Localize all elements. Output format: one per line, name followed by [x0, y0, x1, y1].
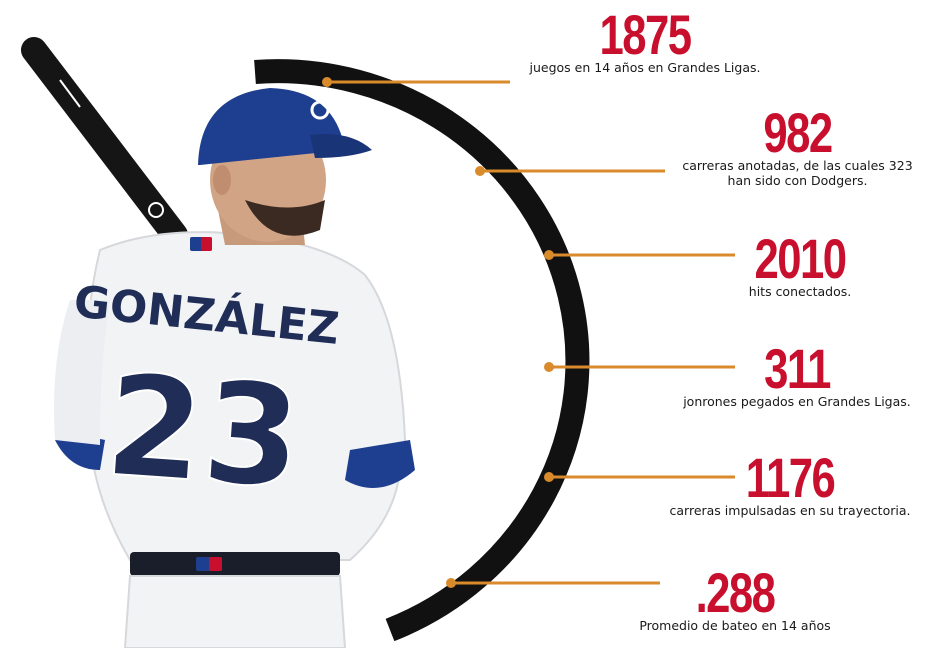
stat-homeruns: 311 jonrones pegados en Grandes Ligas. — [672, 337, 922, 410]
baseball-bat-icon — [21, 37, 192, 257]
stat-hits: 2010 hits conectados. — [720, 227, 880, 300]
stat-average: .288 Promedio de bateo en 14 años — [625, 561, 845, 634]
stat-description: jonrones pegados en Grandes Ligas. — [683, 394, 911, 409]
stat-description: carreras impulsadas en su trayectoria. — [669, 503, 911, 518]
stat-runs: 982 carreras anotadas, de las cuales 323… — [670, 101, 925, 189]
stat-value: 2010 — [754, 227, 847, 290]
stat-games: 1875 juegos en 14 años en Grandes Ligas. — [520, 3, 770, 76]
stat-description: juegos en 14 años en Grandes Ligas. — [529, 60, 761, 75]
stat-value: 311 — [764, 337, 831, 400]
connectors — [322, 77, 735, 588]
stat-value: 982 — [763, 101, 833, 164]
stat-description: Promedio de bateo en 14 años — [639, 618, 831, 633]
jersey-number: 23 — [100, 345, 306, 521]
stat-rbi: 1176 carreras impulsadas en su trayector… — [665, 446, 915, 519]
stat-value: 1875 — [599, 3, 692, 66]
stat-value: 1176 — [745, 446, 836, 509]
stat-value: .288 — [695, 561, 776, 624]
stat-description: hits conectados. — [748, 284, 852, 299]
player-figure: GONZÁLEZ 23 — [54, 88, 415, 648]
stats-arc — [254, 59, 590, 642]
stat-description: carreras anotadas, de las cuales 323 han… — [682, 158, 913, 188]
